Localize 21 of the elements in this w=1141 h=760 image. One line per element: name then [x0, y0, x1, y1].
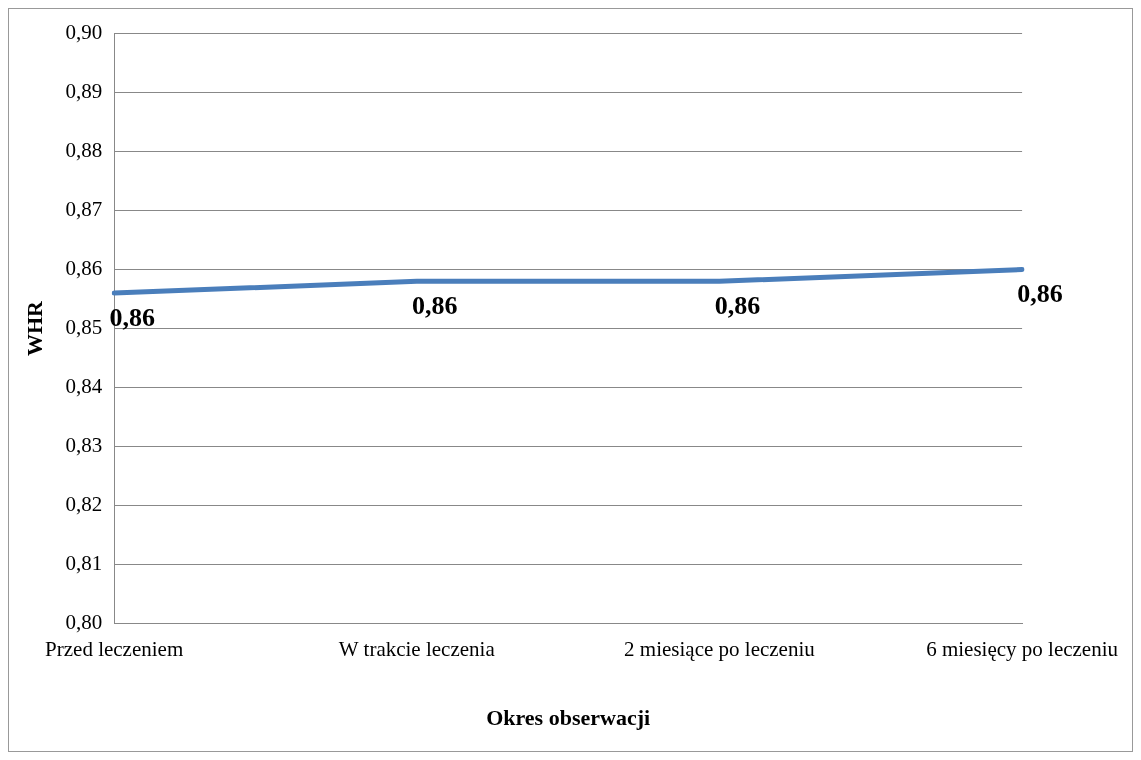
x-tick-label: 6 miesięcy po leczeniu	[926, 636, 1119, 661]
y-tick-label: 0,83	[65, 432, 103, 457]
data-label: 0,86	[1017, 279, 1063, 309]
x-axis-title: Okres obserwacji	[486, 705, 651, 731]
y-tick-label: 0,85	[65, 315, 103, 340]
y-axis-title: WHR	[21, 299, 47, 356]
y-tick-label: 0,81	[65, 550, 103, 575]
y-tick-label: 0,87	[65, 197, 103, 222]
y-tick-label: 0,90	[65, 20, 103, 45]
data-label: 0,86	[714, 291, 761, 321]
x-tick-label: W trakcie leczenia	[338, 636, 496, 661]
y-tick-label: 0,86	[65, 256, 103, 281]
data-label: 0,86	[109, 302, 155, 332]
y-tick-label: 0,84	[65, 374, 103, 398]
y-tick-label: 0,88	[65, 138, 103, 163]
x-tick-label: Przed leczeniem	[45, 636, 184, 661]
y-tick-label: 0,80	[65, 609, 103, 634]
y-tick-label: 0,82	[65, 491, 103, 516]
x-tick-label: 2 miesiące po leczeniu	[624, 636, 816, 661]
y-tick-label: 0,89	[65, 79, 103, 104]
data-label: 0,86	[412, 291, 458, 321]
